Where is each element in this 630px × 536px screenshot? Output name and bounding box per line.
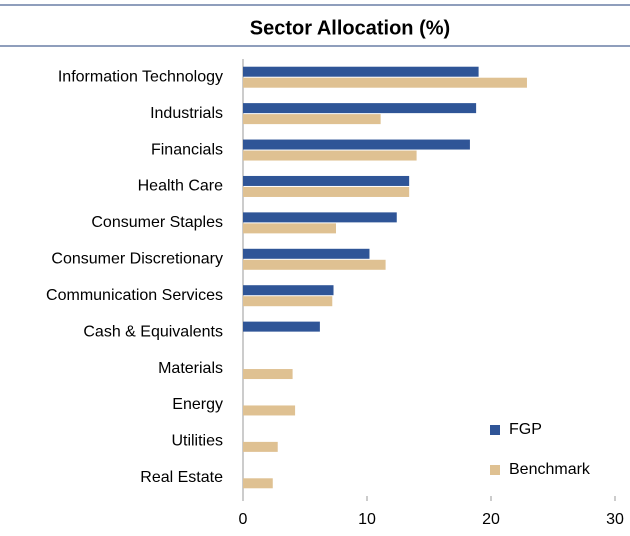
x-tick-label: 30 xyxy=(606,511,624,528)
bar xyxy=(243,212,397,223)
x-tick-label: 10 xyxy=(358,511,376,528)
y-tick-label: Consumer Discretionary xyxy=(51,251,223,268)
bar xyxy=(243,223,336,234)
bar xyxy=(243,150,417,161)
y-tick-label: Industrials xyxy=(150,105,223,122)
bar xyxy=(243,441,278,452)
y-tick-label: Information Technology xyxy=(58,68,223,85)
bar xyxy=(243,139,470,150)
y-tick-label: Health Care xyxy=(138,178,223,195)
bar xyxy=(243,175,410,186)
legend-swatch xyxy=(490,465,500,475)
bar xyxy=(243,369,293,380)
bar xyxy=(243,77,527,88)
bar xyxy=(243,285,334,296)
bar xyxy=(243,478,273,489)
chart-title: Sector Allocation (%) xyxy=(250,17,450,39)
bar xyxy=(243,321,320,332)
y-tick-label: Cash & Equivalents xyxy=(83,323,223,340)
bar xyxy=(243,66,479,77)
bar xyxy=(243,259,386,270)
bar xyxy=(243,186,410,197)
x-tick-label: 20 xyxy=(482,511,500,528)
bar xyxy=(243,248,370,259)
x-tick-label: 0 xyxy=(239,511,248,528)
y-tick-label: Communication Services xyxy=(46,287,223,304)
y-tick-label: Utilities xyxy=(171,433,223,450)
bar xyxy=(243,114,381,125)
y-tick-label: Materials xyxy=(158,360,223,377)
bar xyxy=(243,405,296,416)
bar xyxy=(243,296,333,307)
legend-swatch xyxy=(490,425,500,435)
y-tick-label: Consumer Staples xyxy=(91,214,223,231)
y-tick-label: Financials xyxy=(151,141,223,158)
legend-label: FGP xyxy=(509,421,542,438)
bar xyxy=(243,103,477,114)
y-tick-label: Real Estate xyxy=(140,469,223,486)
y-tick-label: Energy xyxy=(172,396,223,413)
legend-label: Benchmark xyxy=(509,461,591,478)
